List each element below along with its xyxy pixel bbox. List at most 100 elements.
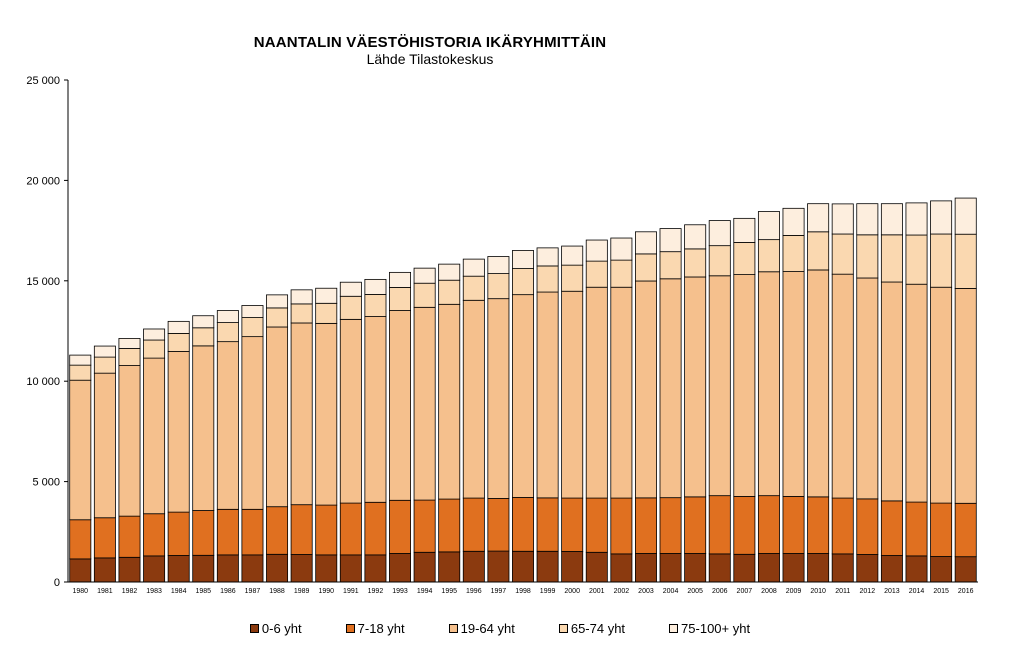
bar-segment [610,286,633,499]
bar-segment [561,551,584,583]
x-tick-label: 2007 [737,588,753,595]
bar-segment [659,251,682,280]
bar-segment [389,310,412,501]
x-tick-label: 2012 [860,588,876,595]
bar-segment [339,295,362,320]
bar-segment [462,550,485,583]
bar-segment [782,235,805,272]
bar-segment [389,287,412,311]
bar-segment [462,497,485,552]
bar-segment [807,203,830,233]
bar-segment [69,558,92,583]
bar-segment [315,302,338,324]
bar-segment [561,497,584,552]
bar-segment [757,495,780,554]
legend-label: 19-64 yht [460,620,515,636]
bar-segment [856,277,879,500]
bar-segment [856,498,879,555]
bar-segment [438,263,461,281]
bar-segment [905,555,928,583]
legend-swatch [669,623,679,633]
bar-segment [930,502,953,557]
bar-segment [610,237,633,261]
x-tick-label: 2006 [712,588,728,595]
bar-segment [413,306,436,501]
bar-segment [757,271,780,497]
bar-segment [733,496,756,555]
bar-segment [684,248,707,278]
bar-segment [487,498,510,552]
x-tick-label: 1999 [540,588,556,595]
bar-segment [954,233,977,289]
x-tick-label: 2005 [687,588,703,595]
y-tick-label: 20 000 [26,175,60,187]
legend-item: 65-74 yht [558,619,626,637]
bar-segment [192,315,215,329]
legend: 0-6 yht 7-18 yht 19-64 yht 65-74 yht 75-100+… [0,619,1000,637]
bar-segment [585,260,608,288]
x-tick-label: 1982 [122,588,138,595]
bar-segment [757,211,780,241]
bar-segment [585,239,608,262]
bar-segment [143,357,166,515]
bar-segment [954,197,977,235]
bar-segment [413,551,436,583]
bar-segment [290,303,313,324]
bar-segment [930,556,953,583]
x-tick-label: 1991 [343,588,359,595]
legend-swatch [448,623,458,633]
x-tick-label: 2008 [761,588,777,595]
legend-item: 7-18 yht [345,619,405,637]
bar-segment [389,271,412,288]
bar-segment [364,278,387,295]
bar-segment [389,499,412,554]
legend-label: 75-100+ yht [681,620,751,636]
legend-item: 75-100+ yht [669,619,750,637]
bar-segment [216,322,239,343]
legend-label: 65-74 yht [570,620,626,636]
bar-segment [831,233,854,275]
bar-segment [487,273,510,300]
bar-segment [610,259,633,288]
bar-segment [536,291,559,499]
bar-segment [143,513,166,557]
legend-swatch [249,623,259,633]
bar-segment [880,500,903,556]
bar-segment [856,234,879,279]
bar-segment [118,338,141,349]
bar-segment [167,351,190,513]
bar-segment [905,234,928,285]
bar-segment [733,274,756,497]
bar-segment [512,497,534,552]
bar-segment [315,554,338,583]
bar-segment [782,496,805,554]
x-tick-label: 2004 [663,588,679,595]
legend-swatch [345,623,355,633]
x-tick-label: 2011 [835,588,850,595]
x-tick-label: 2001 [589,588,605,595]
y-tick-label: 10 000 [26,376,60,388]
x-tick-label: 1993 [392,588,408,595]
bar-segment [831,203,854,235]
bar-segment [413,282,436,308]
x-tick-label: 1990 [318,588,334,595]
legend-swatch [558,623,568,633]
bar-segment [438,551,461,583]
bar-segment [487,298,510,499]
bar-segment [905,501,928,557]
x-tick-label: 1992 [368,588,384,595]
bar-segment [266,326,289,508]
bar-segment [143,328,166,341]
bar-segment [93,517,116,559]
bar-segment [954,288,977,504]
bar-segment [708,495,731,555]
y-axis: 0 5 000 10 000 15 000 20 000 25 000 [26,75,69,589]
bar-segment [635,280,657,499]
bar-segment [954,502,977,558]
bar-segment [782,553,805,583]
bar-segment [93,372,116,519]
bar-segment [733,242,756,275]
bar-segment [536,247,559,267]
y-tick-label: 0 [54,577,60,589]
legend-label: 0-6 yht [261,620,302,636]
